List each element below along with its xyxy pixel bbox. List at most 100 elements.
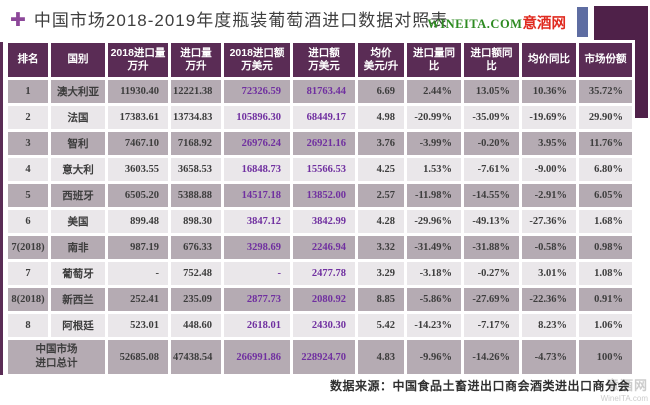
header-row: 排名 国别 2018进口量 万升 进口量 万升 2018进口额 万美元 进口额 万美元 均价… [8,43,632,77]
cell-money: 26976.24 [224,132,290,155]
cell-money: 266991.86 [224,340,290,374]
cell-money: 26921.16 [293,132,355,155]
cell-num: 5.42 [358,314,404,337]
cell-num: 676.33 [171,236,221,259]
cell-country: 阿根廷 [51,314,105,337]
cell-pct: 1.06% [579,314,632,337]
cell-num: 752.48 [171,262,221,285]
cell-country: 葡萄牙 [51,262,105,285]
column-header: 进口量同 比 [407,43,461,77]
table-row: 7 葡萄牙 -752.48-2477.78 3.29 -3.18% -0.27% 3.01%… [8,262,632,285]
cell-num: 11930.40 [108,80,168,103]
cell-num: 4.25 [358,158,404,181]
table-header: 排名 国别 2018进口量 万升 进口量 万升 2018进口额 万美元 进口额 万美元 均价… [8,43,632,77]
cell-pct: -20.99% [407,106,461,129]
cell-country: 南非 [51,236,105,259]
column-header: 均价 美元/升 [358,43,404,77]
cell-num: 3658.53 [171,158,221,181]
title-bar: ✚ 中国市场2018-2019年度瓶装葡萄酒进口数据对照表 WINEITA.COM… [10,8,650,36]
cell-pct: -31.49% [407,236,461,259]
cell-pct: 29.90% [579,106,632,129]
cell-pct: 11.76% [579,132,632,155]
cell-pct: -14.26% [464,340,519,374]
cell-num: 3.29 [358,262,404,285]
cell-num: 7168.92 [171,132,221,155]
table-row: 8 阿根廷 523.01 448.60 2618.01 2430.30 5.42 -14.23… [8,314,632,337]
cell-money: 2877.73 [224,288,290,311]
cell-rank: 7(2018) [8,236,48,259]
cell-num: 6.69 [358,80,404,103]
cell-pct: 6.05% [579,184,632,207]
cell-pct: -5.86% [407,288,461,311]
cell-pct: -7.61% [464,158,519,181]
decor-left-strip [0,42,3,375]
cell-money: 105896.30 [224,106,290,129]
cell-money: 2080.92 [293,288,355,311]
cell-money: 2477.78 [293,262,355,285]
cell-pct: 100% [579,340,632,374]
cell-money: 3842.99 [293,210,355,233]
table-row: 2 法国 17383.61 13734.83 105896.30 68449.17 4.98… [8,106,632,129]
cell-num: 8.85 [358,288,404,311]
cell-pct: 10.36% [522,80,576,103]
cell-pct: -22.36% [522,288,576,311]
cell-num: 47438.54 [171,340,221,374]
cell-num: 4.83 [358,340,404,374]
cell-num: 3.76 [358,132,404,155]
cell-num: 7467.10 [108,132,168,155]
cell-pct: -2.91% [522,184,576,207]
cell-pct: -4.73% [522,340,576,374]
logo-text-cn: 意酒网 [522,16,567,32]
cell-num: 12221.38 [171,80,221,103]
cell-rank: 2 [8,106,48,129]
column-header: 市场份额 [579,43,632,77]
cell-num: - [108,262,168,285]
cell-num: 5388.88 [171,184,221,207]
cell-pct: -9.00% [522,158,576,181]
cell-rank: 8 [8,314,48,337]
table-row: 1 澳大利亚 11930.40 12221.38 72326.59 81763.44 6.6… [8,80,632,103]
cell-pct: -0.20% [464,132,519,155]
cell-pct: 2.44% [407,80,461,103]
cell-country: 法国 [51,106,105,129]
cell-pct: -14.55% [464,184,519,207]
cell-pct: 6.80% [579,158,632,181]
table-row: 4 意大利 3603.55 3658.53 16848.73 15566.53 4.25 1.… [8,158,632,181]
table-row: 8(2018) 新西兰 252.41 235.09 2877.73 2080.92 8.85… [8,288,632,311]
cell-pct: -0.27% [464,262,519,285]
cell-money: 3847.12 [224,210,290,233]
decor-blue-bar [577,7,588,37]
page-title: 中国市场2018-2019年度瓶装葡萄酒进口数据对照表 [33,11,449,30]
cell-pct: -29.96% [407,210,461,233]
cell-rank: 5 [8,184,48,207]
watermark-cn: 意酒网 [605,378,648,393]
total-label: 中国市场 进口总计 [8,340,105,374]
cell-pct: -3.99% [407,132,461,155]
cell-num: 6505.20 [108,184,168,207]
column-header: 进口额同 比 [464,43,519,77]
cell-rank: 3 [8,132,48,155]
column-header: 2018进口量 万升 [108,43,168,77]
cell-pct: -11.98% [407,184,461,207]
cell-money: 3298.69 [224,236,290,259]
cell-country: 意大利 [51,158,105,181]
table-body: 1 澳大利亚 11930.40 12221.38 72326.59 81763.44 6.6… [8,80,632,374]
cell-pct: 13.05% [464,80,519,103]
cell-num: 4.28 [358,210,404,233]
cell-pct: 3.01% [522,262,576,285]
cell-money: 13852.00 [293,184,355,207]
cell-num: 523.01 [108,314,168,337]
column-header: 进口额 万美元 [293,43,355,77]
cell-money: 2430.30 [293,314,355,337]
cell-money: - [224,262,290,285]
cell-rank: 7 [8,262,48,285]
cell-rank: 1 [8,80,48,103]
cell-num: 252.41 [108,288,168,311]
watermark: 意酒网 WineITA.com [601,375,648,403]
cell-num: 2.57 [358,184,404,207]
cell-num: 52685.08 [108,340,168,374]
cell-pct: 1.53% [407,158,461,181]
cell-num: 898.30 [171,210,221,233]
cell-num: 3.32 [358,236,404,259]
